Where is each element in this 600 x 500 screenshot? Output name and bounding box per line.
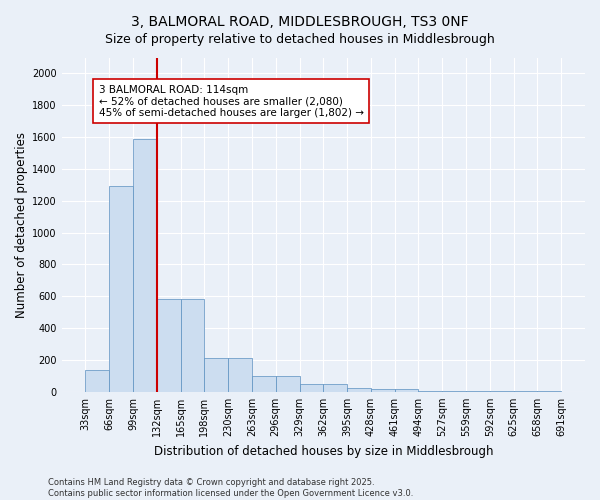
- Bar: [466, 391, 490, 392]
- Text: Contains HM Land Registry data © Crown copyright and database right 2025.
Contai: Contains HM Land Registry data © Crown c…: [48, 478, 413, 498]
- Bar: [276, 376, 299, 392]
- Bar: [323, 384, 347, 392]
- Bar: [299, 384, 323, 392]
- Bar: [418, 391, 442, 392]
- Bar: [252, 376, 276, 392]
- Text: Size of property relative to detached houses in Middlesbrough: Size of property relative to detached ho…: [105, 32, 495, 46]
- Bar: [514, 391, 538, 392]
- Bar: [442, 391, 466, 392]
- Text: 3, BALMORAL ROAD, MIDDLESBROUGH, TS3 0NF: 3, BALMORAL ROAD, MIDDLESBROUGH, TS3 0NF: [131, 15, 469, 29]
- Bar: [490, 391, 514, 392]
- Bar: [395, 390, 418, 392]
- Bar: [109, 186, 133, 392]
- Bar: [371, 388, 395, 392]
- Text: 3 BALMORAL ROAD: 114sqm
← 52% of detached houses are smaller (2,080)
45% of semi: 3 BALMORAL ROAD: 114sqm ← 52% of detache…: [98, 84, 364, 118]
- Bar: [228, 358, 252, 392]
- Bar: [133, 138, 157, 392]
- Bar: [181, 300, 205, 392]
- Bar: [347, 388, 371, 392]
- Bar: [157, 300, 181, 392]
- X-axis label: Distribution of detached houses by size in Middlesbrough: Distribution of detached houses by size …: [154, 444, 493, 458]
- Bar: [85, 370, 109, 392]
- Bar: [205, 358, 228, 392]
- Y-axis label: Number of detached properties: Number of detached properties: [15, 132, 28, 318]
- Bar: [538, 391, 561, 392]
